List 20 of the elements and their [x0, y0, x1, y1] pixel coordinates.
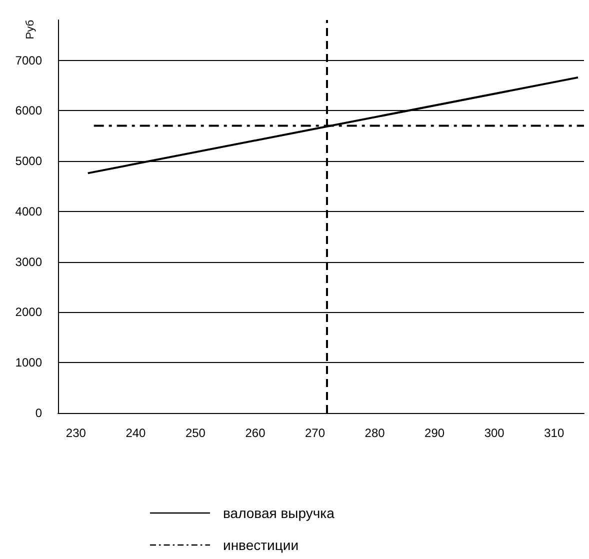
y-tick-label: 1000: [15, 356, 42, 370]
x-tick-label: 280: [364, 426, 386, 440]
x-tick-label: 240: [126, 426, 146, 440]
y-axis-title: Руб: [24, 20, 36, 40]
y-tick-label: 6000: [15, 104, 42, 118]
y-tick-label: 0: [35, 406, 42, 420]
x-tick-label: 260: [245, 426, 266, 440]
legend-label: инвестиции: [223, 537, 299, 553]
x-tick-label: 250: [185, 426, 206, 440]
x-tick-label: 290: [424, 426, 445, 440]
y-tick-label: 5000: [15, 154, 42, 168]
y-tick-label: 3000: [15, 254, 42, 269]
x-tick-label: 270: [305, 426, 326, 440]
x-tick-label: 300: [484, 426, 505, 440]
y-tick-label: 2000: [15, 305, 42, 320]
y-tick-label: 7000: [15, 53, 42, 68]
y-tick-label: 4000: [15, 204, 42, 218]
x-tick-label: 310: [544, 426, 564, 440]
legend-label: валовая выручка: [223, 505, 335, 521]
x-tick-label: 230: [66, 426, 86, 440]
